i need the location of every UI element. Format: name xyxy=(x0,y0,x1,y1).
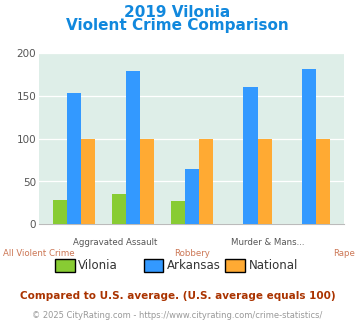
Bar xyxy=(170,201,185,224)
Bar xyxy=(53,200,67,224)
Text: 2019 Vilonia: 2019 Vilonia xyxy=(124,5,231,20)
Text: National: National xyxy=(248,259,298,272)
Text: © 2025 CityRating.com - https://www.cityrating.com/crime-statistics/: © 2025 CityRating.com - https://www.city… xyxy=(32,311,323,320)
Bar xyxy=(316,139,331,224)
Text: Violent Crime Comparison: Violent Crime Comparison xyxy=(66,18,289,33)
Bar xyxy=(302,69,316,224)
Bar xyxy=(199,139,213,224)
Bar xyxy=(126,71,140,224)
Bar xyxy=(258,139,272,224)
Text: All Violent Crime: All Violent Crime xyxy=(3,249,75,258)
Text: Murder & Mans...: Murder & Mans... xyxy=(231,238,305,247)
Bar xyxy=(140,139,154,224)
Bar xyxy=(112,194,126,224)
Bar xyxy=(244,87,258,224)
Text: Robbery: Robbery xyxy=(174,249,210,258)
Text: Arkansas: Arkansas xyxy=(167,259,221,272)
Text: Aggravated Assault: Aggravated Assault xyxy=(73,238,158,247)
Text: Compared to U.S. average. (U.S. average equals 100): Compared to U.S. average. (U.S. average … xyxy=(20,291,335,301)
Bar xyxy=(81,139,95,224)
Text: Vilonia: Vilonia xyxy=(78,259,118,272)
Text: Rape: Rape xyxy=(333,249,355,258)
Bar xyxy=(67,93,81,224)
Bar xyxy=(185,169,199,224)
